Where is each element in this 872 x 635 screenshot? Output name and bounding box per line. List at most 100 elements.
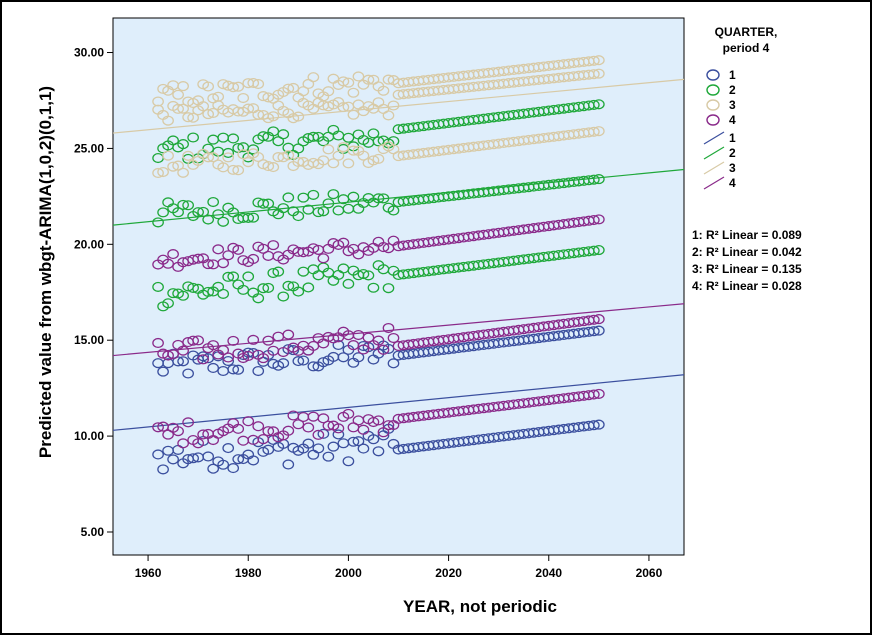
point-series-4 bbox=[232, 423, 245, 434]
point-series-3 bbox=[382, 110, 395, 121]
point-series-2 bbox=[292, 143, 305, 154]
point-series-1 bbox=[222, 443, 235, 454]
legend-marker-label: 2 bbox=[729, 83, 736, 97]
point-series-1 bbox=[177, 356, 189, 367]
point-series-2 bbox=[372, 193, 385, 204]
point-series-3 bbox=[282, 83, 295, 94]
point-series-1 bbox=[352, 352, 365, 363]
legend-line-3 bbox=[703, 161, 725, 175]
fit-label-1: 1: R² Linear = 0.089 bbox=[692, 228, 802, 242]
point-series-3 bbox=[292, 156, 305, 167]
point-series-1 bbox=[337, 352, 350, 363]
point-series-3 bbox=[267, 111, 280, 122]
point-series-4 bbox=[227, 335, 240, 346]
point-series-2 bbox=[192, 207, 204, 218]
point-series-3 bbox=[252, 109, 265, 120]
point-series-2 bbox=[187, 132, 199, 143]
point-series-4 bbox=[277, 346, 290, 358]
point-series-2 bbox=[367, 128, 380, 139]
point-series-3 bbox=[287, 82, 300, 93]
point-series-4 bbox=[187, 335, 199, 346]
point-series-1 bbox=[357, 443, 370, 454]
point-series-2 bbox=[242, 271, 255, 282]
point-series-3 bbox=[227, 82, 240, 93]
point-series-2 bbox=[262, 282, 275, 293]
point-series-2 bbox=[272, 266, 285, 277]
point-series-4 bbox=[192, 335, 204, 346]
point-series-2 bbox=[292, 286, 305, 297]
point-series-2 bbox=[177, 290, 189, 301]
point-series-3 bbox=[157, 166, 169, 178]
point-series-4 bbox=[302, 422, 315, 433]
point-series-3 bbox=[242, 157, 255, 168]
point-series-1 bbox=[587, 420, 600, 431]
point-series-2 bbox=[247, 144, 260, 155]
point-series-2 bbox=[367, 282, 380, 293]
point-series-4 bbox=[587, 314, 600, 325]
point-series-1 bbox=[352, 436, 365, 447]
point-series-4 bbox=[587, 389, 600, 400]
point-series-3 bbox=[342, 158, 355, 169]
point-series-4 bbox=[242, 416, 255, 427]
point-series-3 bbox=[227, 164, 240, 175]
point-series-4 bbox=[377, 344, 390, 355]
point-series-3 bbox=[292, 111, 305, 122]
x-tick-label: 2040 bbox=[535, 566, 562, 580]
point-series-4 bbox=[262, 426, 275, 437]
point-series-4 bbox=[162, 258, 174, 269]
data-points bbox=[152, 55, 605, 475]
point-series-1 bbox=[292, 356, 305, 367]
point-series-3 bbox=[172, 160, 184, 171]
point-series-4 bbox=[337, 237, 350, 248]
point-series-2 bbox=[222, 147, 235, 158]
point-series-1 bbox=[327, 441, 340, 452]
point-series-3 bbox=[347, 109, 360, 120]
legend-title-line2: period 4 bbox=[723, 41, 770, 55]
point-series-3 bbox=[172, 89, 184, 100]
point-series-4 bbox=[307, 243, 320, 254]
point-series-4 bbox=[172, 426, 184, 437]
y-tick-label: 15.00 bbox=[74, 333, 104, 347]
point-series-4 bbox=[257, 434, 270, 445]
point-series-3 bbox=[177, 81, 189, 92]
point-series-3 bbox=[177, 167, 189, 178]
legend-marker-2 bbox=[706, 84, 720, 96]
point-series-3 bbox=[162, 150, 174, 161]
fit-labels: 1: R² Linear = 0.089 2: R² Linear = 0.04… bbox=[692, 228, 802, 293]
point-series-1 bbox=[187, 453, 199, 464]
point-series-3 bbox=[587, 126, 600, 137]
legend-line-label: 3 bbox=[729, 161, 736, 175]
point-series-3 bbox=[197, 101, 210, 112]
point-series-1 bbox=[232, 364, 245, 375]
point-series-4 bbox=[217, 345, 230, 356]
point-series-1 bbox=[157, 366, 169, 377]
point-series-3 bbox=[593, 68, 605, 79]
point-series-1 bbox=[152, 449, 164, 460]
point-series-4 bbox=[317, 253, 330, 264]
point-series-3 bbox=[207, 152, 220, 163]
point-series-2 bbox=[362, 270, 375, 281]
fit-line-1 bbox=[112, 374, 685, 431]
point-series-3 bbox=[322, 144, 335, 155]
point-series-4 bbox=[212, 244, 225, 255]
point-series-3 bbox=[357, 150, 370, 161]
point-series-4 bbox=[177, 345, 189, 356]
point-series-1 bbox=[302, 438, 315, 449]
point-series-3 bbox=[287, 113, 300, 124]
point-series-2 bbox=[317, 206, 330, 217]
y-tick-label: 25.00 bbox=[74, 141, 104, 155]
point-series-2 bbox=[322, 198, 335, 209]
legend-marker-label: 3 bbox=[729, 98, 736, 112]
point-series-3 bbox=[232, 106, 245, 117]
point-series-3 bbox=[252, 152, 265, 163]
point-series-4 bbox=[247, 253, 260, 265]
x-tick-label: 2000 bbox=[335, 566, 362, 580]
point-series-4 bbox=[152, 422, 164, 433]
point-series-3 bbox=[247, 77, 260, 89]
point-series-2 bbox=[152, 217, 164, 228]
point-series-4 bbox=[382, 420, 395, 431]
point-series-2 bbox=[212, 209, 225, 220]
point-series-2 bbox=[312, 207, 325, 218]
point-series-4 bbox=[222, 352, 235, 363]
point-series-4 bbox=[327, 333, 340, 344]
